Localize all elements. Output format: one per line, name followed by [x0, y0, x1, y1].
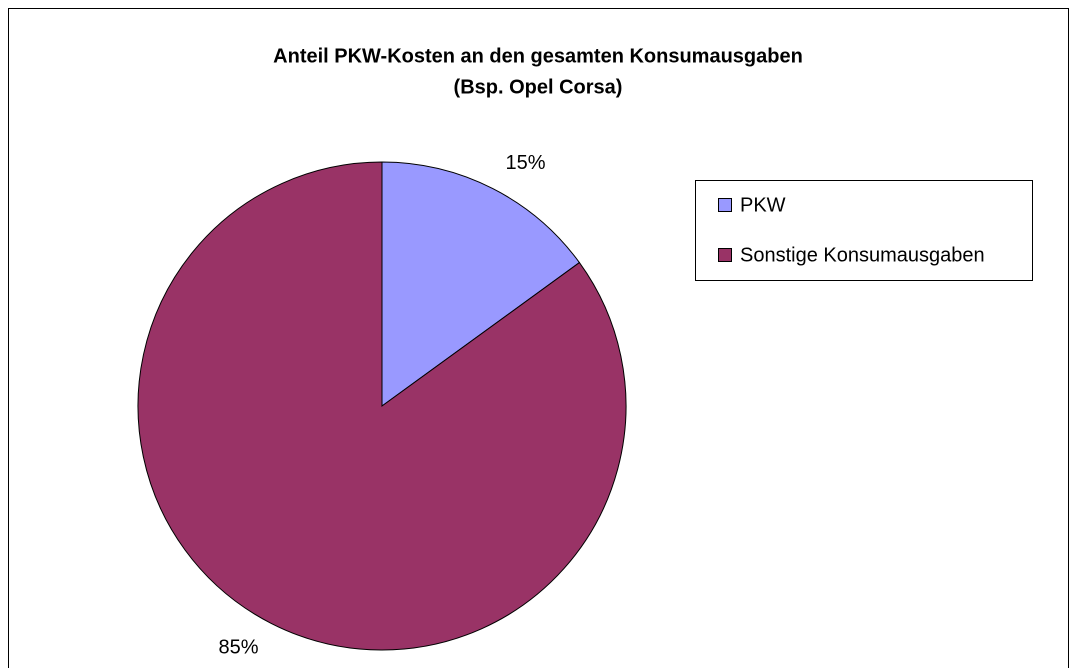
legend-swatch [718, 248, 732, 262]
data-label: 85% [218, 637, 258, 659]
legend-label: PKW [740, 194, 786, 216]
legend-box [695, 180, 1033, 281]
legend-label: Sonstige Konsumausgaben [740, 244, 985, 266]
pie-slice [137, 161, 627, 651]
chart-title: Anteil PKW-Kosten an den gesamten Konsum… [273, 45, 803, 67]
chart-subtitle: (Bsp. Opel Corsa) [454, 76, 623, 98]
legend-swatch [718, 198, 732, 212]
data-label: 15% [505, 152, 545, 174]
pie-slice [381, 161, 581, 407]
